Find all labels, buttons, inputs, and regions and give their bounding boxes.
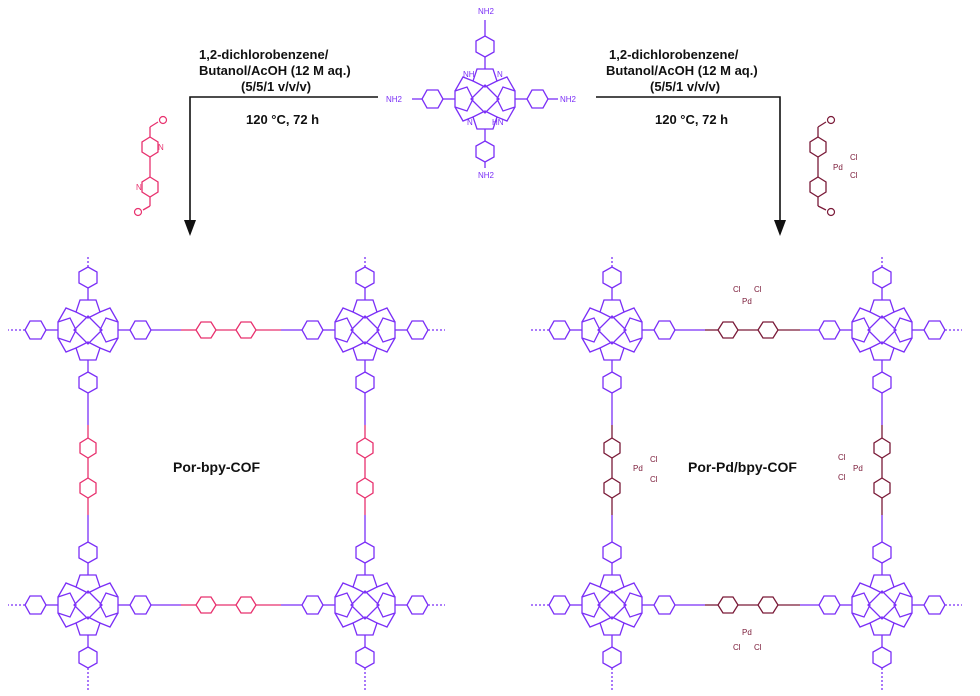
por-bpy-cof: Por-bpy-COF — [8, 255, 445, 690]
cl-label-top-2: Cl — [754, 285, 762, 294]
pd-bpy-dialdehyde-linker: Pd Cl Cl — [809, 115, 858, 217]
left-solvent-line1: 1,2-dichlorobenzene/ — [199, 47, 329, 62]
n-label-bottom: N — [467, 118, 473, 127]
cl-label-top-1: Cl — [733, 285, 741, 294]
bpy-dialdehyde-linker: N N — [133, 115, 168, 217]
n-label-top: N — [497, 70, 503, 79]
cl-label-left-1: Cl — [650, 455, 658, 464]
cl-label-right-2: Cl — [838, 473, 846, 482]
pd-label-top: Pd — [742, 297, 752, 306]
cl-label-bottom-2: Cl — [754, 643, 762, 652]
pd-label-left: Pd — [633, 464, 643, 473]
tapp-monomer: NH2 NH2 NH2 NH2 NH HN N N — [386, 7, 577, 180]
right-cof-label: Por-Pd/bpy-COF — [688, 459, 797, 475]
right-solvent-line1: 1,2-dichlorobenzene/ — [609, 47, 739, 62]
left-cof-label: Por-bpy-COF — [173, 459, 261, 475]
left-reaction: 1,2-dichlorobenzene/ Butanol/AcOH (12 M … — [184, 47, 378, 236]
amine-label-bottom: NH2 — [478, 171, 495, 180]
por-pd-bpy-cof: Pd Cl Cl Pd Cl Cl Pd Cl Cl Pd Cl Cl Por-… — [530, 255, 962, 690]
amine-label-left: NH2 — [386, 95, 403, 104]
right-arrow — [596, 96, 781, 222]
pd-label-linker: Pd — [833, 163, 843, 172]
pd-label-bottom: Pd — [742, 628, 752, 637]
right-conditions: 120 °C, 72 h — [655, 112, 728, 127]
left-conditions: 120 °C, 72 h — [246, 112, 319, 127]
right-reaction: 1,2-dichlorobenzene/ Butanol/AcOH (12 M … — [596, 47, 786, 236]
nh-label: NH — [463, 70, 475, 79]
cl-label-linker-1: Cl — [850, 153, 858, 162]
cl-label-linker-2: Cl — [850, 171, 858, 180]
right-ratio: (5/5/1 v/v/v) — [650, 79, 720, 94]
hn-label: HN — [492, 118, 504, 127]
cl-label-left-2: Cl — [650, 475, 658, 484]
left-arrow — [189, 96, 378, 222]
amine-label-top: NH2 — [478, 7, 495, 16]
bpy-n-label-1: N — [158, 143, 164, 152]
cl-label-bottom-1: Cl — [733, 643, 741, 652]
amine-label-right: NH2 — [560, 95, 577, 104]
right-arrowhead — [774, 220, 786, 236]
bpy-n-label-2: N — [136, 183, 142, 192]
left-ratio: (5/5/1 v/v/v) — [241, 79, 311, 94]
pd-label-right: Pd — [853, 464, 863, 473]
left-solvent-line2: Butanol/AcOH (12 M aq.) — [199, 63, 351, 78]
right-solvent-line2: Butanol/AcOH (12 M aq.) — [606, 63, 758, 78]
cl-label-right-1: Cl — [838, 453, 846, 462]
left-arrowhead — [184, 220, 196, 236]
